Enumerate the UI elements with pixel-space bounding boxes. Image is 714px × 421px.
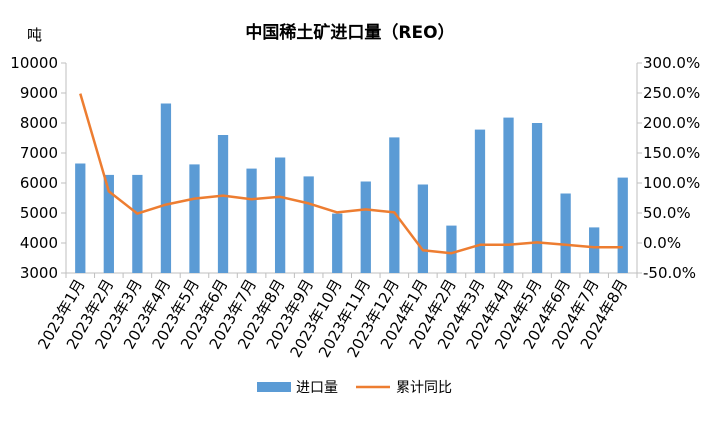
y-left-tick-label: 6000 [20,174,58,192]
y-left-tick-label: 7000 [20,144,58,162]
y-left-tick-label: 9000 [20,84,58,102]
y-right-tick-label: 150.0% [643,144,700,162]
bar [217,135,229,273]
y-axis-unit-label: 吨 [27,26,42,44]
bar [560,193,571,273]
series-line-cumulative-yoy [79,93,623,255]
bar [274,157,286,273]
bar [446,225,457,273]
y-right-tick-label: 300.0% [643,54,700,72]
bar [75,163,86,273]
y-right-tick-label: 100.0% [643,174,700,192]
bar [103,174,114,273]
y-left-tick-label: 3000 [20,264,58,282]
y-left-tick-label: 8000 [20,114,58,132]
bar [246,168,257,273]
y-left-tick-label: 4000 [20,234,58,252]
bar [503,117,514,273]
bar [389,137,400,273]
y-left-tick-label: 10000 [10,54,58,72]
bar [589,227,600,273]
bar [360,181,371,273]
bar [132,174,143,273]
y-right-tick-label: -50.0% [643,264,696,282]
bar [303,176,314,273]
y-left-tick-label: 5000 [20,204,58,222]
y-right-tick-label: 50.0% [643,204,691,222]
bar [417,184,429,273]
y-right-tick-label: 200.0% [643,114,700,132]
plot-area: 3000 4000 5000 6000 7000 8000 9000 10000 -50.0% 0… [10,54,700,361]
chart-title: 中国稀土矿进口量（REO） [245,22,454,43]
chart-legend: 进口量 累计同比 [257,380,452,396]
bar [332,213,343,273]
y-right-tick-label: 250.0% [643,84,700,102]
bar [531,123,543,273]
bar [160,103,172,273]
legend-label-line: 累计同比 [396,380,452,396]
y-right-tick-label: 0.0% [643,234,681,252]
bar [474,129,486,273]
bar [189,164,200,273]
bar [617,177,628,273]
legend-swatch-bar [257,382,291,392]
legend-label-bar: 进口量 [296,380,338,396]
